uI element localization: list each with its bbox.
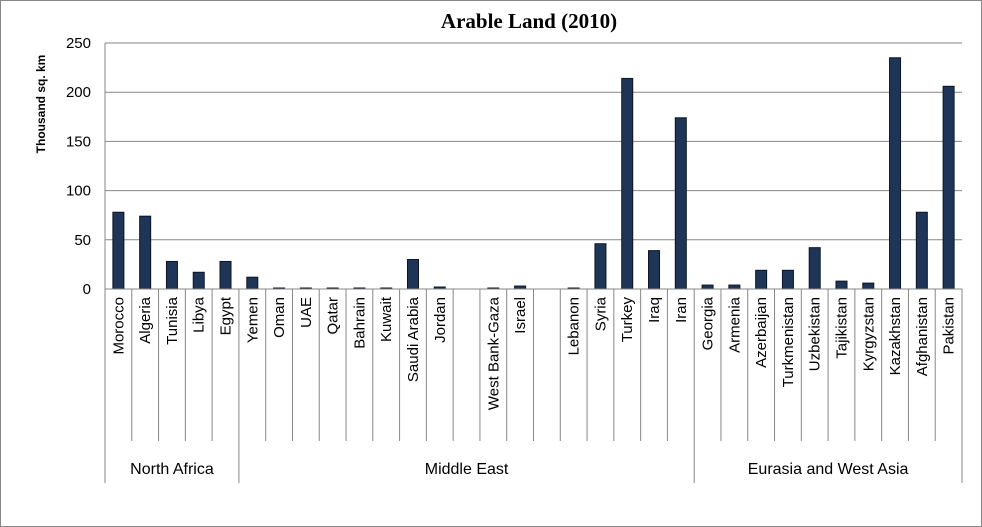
category-label: Tajikistan [833, 297, 850, 359]
category-label: Israel [512, 297, 529, 334]
y-tick-label: 100 [66, 183, 91, 200]
category-label: Tunisia [164, 296, 181, 344]
group-label: Middle East [425, 461, 509, 478]
y-tick-label: 250 [66, 35, 91, 52]
bar [755, 269, 768, 290]
category-label: Pakistan [941, 297, 958, 355]
y-tick-label: 200 [66, 84, 91, 101]
group-labels: North Africa Middle East Eurasia and West … [130, 461, 908, 478]
bar [674, 117, 687, 290]
bar [165, 260, 178, 290]
category-label: Turkey [619, 297, 636, 343]
group-label: North Africa [130, 461, 214, 478]
bar [728, 284, 741, 290]
y-tick-label: 50 [74, 232, 91, 249]
category-label: Kuwait [378, 296, 395, 342]
category-label: Jordan [432, 297, 449, 343]
category-label: Armenia [726, 296, 743, 353]
bar [621, 77, 634, 290]
bar [942, 85, 955, 290]
category-label: Kyrgyzstan [860, 297, 877, 371]
category-label: Afghanistan [914, 297, 931, 376]
category-label: Iraq [646, 297, 663, 323]
bar [112, 211, 125, 290]
category-label: Kazakhstan [887, 297, 904, 375]
category-label: UAE [298, 297, 315, 328]
category-label: West Bank-Gaza [485, 296, 502, 410]
bar [808, 247, 821, 290]
group-label: Eurasia and West Asia [748, 461, 909, 478]
category-label: Lebanon [566, 297, 583, 355]
category-label: Georgia [700, 296, 717, 350]
category-label: Morocco [110, 297, 127, 355]
category-label: Turkmenistan [780, 297, 797, 387]
y-tick-label: 0 [83, 281, 91, 298]
bar [701, 284, 714, 290]
category-label: Qatar [325, 297, 342, 335]
category-label: Uzbekistan [807, 297, 824, 371]
bar [835, 280, 848, 290]
category-label: Azerbaijan [753, 297, 770, 368]
category-label: Syria [592, 296, 609, 331]
category-label: Algeria [137, 296, 154, 343]
category-label: Libya [191, 296, 208, 333]
bar [781, 269, 794, 290]
bar [648, 250, 661, 290]
x-axis [104, 43, 963, 483]
category-label: Egypt [218, 296, 235, 335]
bar [139, 215, 152, 290]
bar [915, 211, 928, 290]
bar [219, 260, 232, 290]
category-label: Bahrain [351, 297, 368, 349]
category-label: Yemen [244, 297, 261, 343]
bar [889, 57, 902, 290]
bar [406, 258, 419, 290]
y-axis-ticks: 0 50 100 150 200 250 [66, 35, 91, 298]
bars [112, 57, 955, 290]
bar [862, 282, 875, 290]
gridlines [105, 42, 962, 241]
bar [192, 271, 205, 290]
chart-title: Arable Land (2010) [441, 9, 617, 33]
bar [594, 243, 607, 290]
bar [246, 276, 259, 290]
y-axis-label: Thousand sq. km [34, 55, 48, 154]
category-label: Iran [673, 297, 690, 323]
category-labels: Morocco Algeria Tunisia Libya Egypt Yemen Oman… [110, 296, 957, 410]
category-label: Oman [271, 297, 288, 338]
y-tick-label: 150 [66, 133, 91, 150]
category-label: Saudi Arabia [405, 296, 422, 382]
